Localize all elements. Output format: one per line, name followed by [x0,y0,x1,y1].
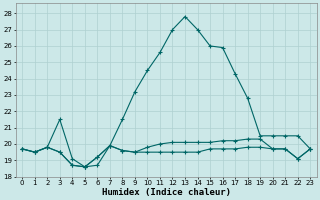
X-axis label: Humidex (Indice chaleur): Humidex (Indice chaleur) [102,188,231,197]
